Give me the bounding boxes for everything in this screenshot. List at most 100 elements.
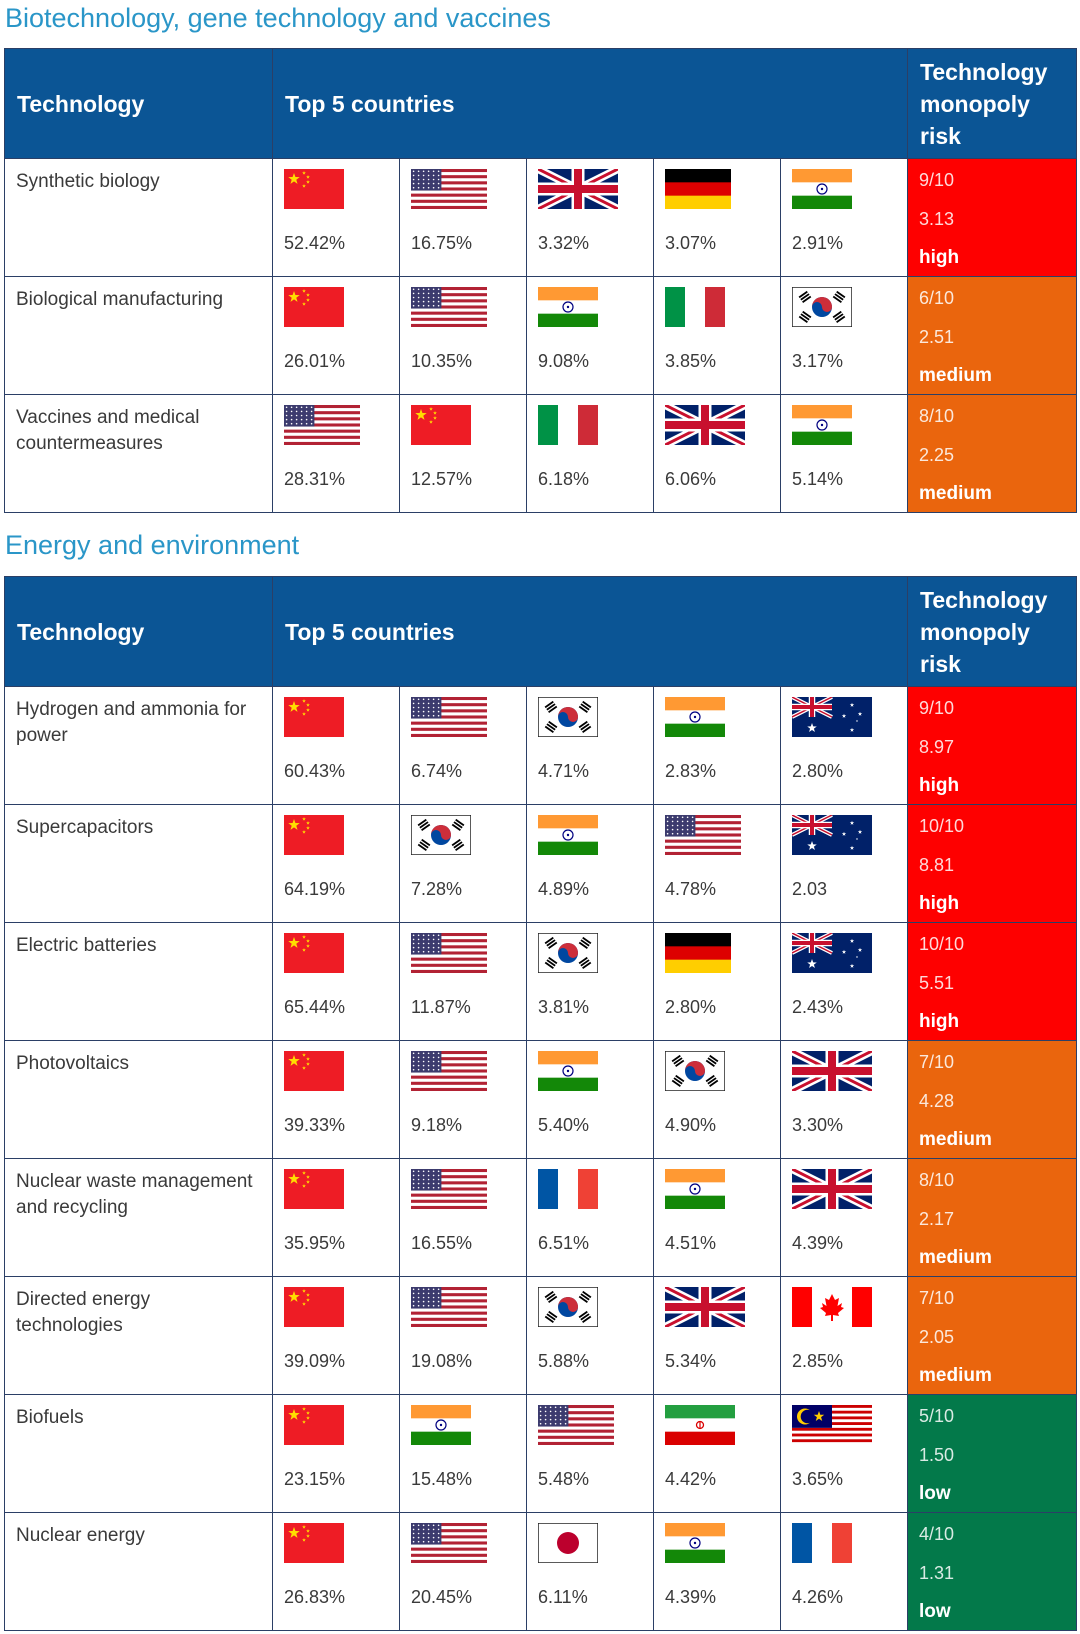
country-share: 9.08% bbox=[538, 351, 590, 371]
country-share: 16.55% bbox=[411, 1233, 473, 1253]
france-flag bbox=[792, 1523, 852, 1563]
country-cell: 3.32% bbox=[526, 158, 654, 277]
usa-flag bbox=[411, 287, 487, 327]
technology-name: Vaccines and medical countermeasures bbox=[4, 394, 273, 513]
section-title: Biotechnology, gene technology and vacci… bbox=[5, 3, 551, 33]
risk-cell: 7/10 2.05 medium bbox=[907, 1276, 1078, 1395]
risk-level: high bbox=[919, 1011, 960, 1032]
country-share: 4.90% bbox=[665, 1115, 717, 1135]
country-cell: 4.39% bbox=[779, 1158, 909, 1277]
header-technology: Technology bbox=[4, 48, 273, 159]
country-share: 3.07% bbox=[665, 233, 717, 253]
country-share: 2.85% bbox=[792, 1351, 844, 1371]
technology-name: Nuclear waste management and recycling bbox=[4, 1158, 273, 1277]
country-cell: 19.08% bbox=[399, 1276, 527, 1395]
country-cell: 5.14% bbox=[779, 394, 909, 513]
country-cell: 35.95% bbox=[272, 1158, 400, 1277]
country-share: 26.01% bbox=[284, 351, 346, 371]
india-flag bbox=[665, 697, 725, 737]
germany-flag bbox=[665, 933, 731, 973]
risk-ratio: 2.05 bbox=[919, 1327, 955, 1347]
country-cell: 3.81% bbox=[526, 922, 654, 1041]
country-cell: 15.48% bbox=[399, 1394, 527, 1513]
canada-flag bbox=[792, 1287, 872, 1327]
country-share: 4.51% bbox=[665, 1233, 717, 1253]
risk-ratio: 1.50 bbox=[919, 1445, 955, 1465]
country-cell: 2.83% bbox=[653, 686, 781, 805]
country-cell: 2.80% bbox=[779, 686, 909, 805]
country-share: 3.30% bbox=[792, 1115, 844, 1135]
country-cell: 5.48% bbox=[526, 1394, 654, 1513]
country-share: 6.06% bbox=[665, 469, 717, 489]
south-korea-flag bbox=[411, 815, 471, 855]
risk-level: medium bbox=[919, 483, 992, 504]
country-cell: 3.65% bbox=[779, 1394, 909, 1513]
country-share: 4.26% bbox=[792, 1587, 844, 1607]
risk-level: medium bbox=[919, 1247, 992, 1268]
country-cell: 11.87% bbox=[399, 922, 527, 1041]
uk-flag bbox=[538, 169, 618, 209]
country-cell: 60.43% bbox=[272, 686, 400, 805]
technology-table: Technology Top 5 countries Technology mo… bbox=[4, 48, 1078, 513]
country-cell: 3.85% bbox=[653, 276, 781, 395]
risk-score: 4/10 bbox=[919, 1524, 955, 1544]
country-share: 10.35% bbox=[411, 351, 473, 371]
country-cell: 5.40% bbox=[526, 1040, 654, 1159]
country-cell: 5.34% bbox=[653, 1276, 781, 1395]
risk-score: 6/10 bbox=[919, 288, 955, 308]
usa-flag bbox=[411, 1523, 487, 1563]
country-share: 39.09% bbox=[284, 1351, 346, 1371]
risk-cell: 10/10 5.51 high bbox=[907, 922, 1078, 1041]
technology-table: Technology Top 5 countries Technology mo… bbox=[4, 576, 1078, 1631]
risk-level: high bbox=[919, 247, 960, 268]
uk-flag bbox=[665, 405, 745, 445]
country-cell: 4.89% bbox=[526, 804, 654, 923]
country-share: 39.33% bbox=[284, 1115, 346, 1135]
country-share: 60.43% bbox=[284, 761, 346, 781]
country-cell: 26.01% bbox=[272, 276, 400, 395]
country-cell: 6.18% bbox=[526, 394, 654, 513]
header-top-countries: Top 5 countries bbox=[271, 48, 909, 159]
country-cell: 16.75% bbox=[399, 158, 527, 277]
country-share: 6.18% bbox=[538, 469, 590, 489]
country-cell: 4.39% bbox=[653, 1512, 781, 1631]
risk-ratio: 8.81 bbox=[919, 855, 955, 875]
table-row: Supercapacitors 64.19% bbox=[4, 804, 1078, 923]
china-flag bbox=[284, 169, 344, 209]
china-flag bbox=[284, 697, 344, 737]
country-share: 3.17% bbox=[792, 351, 844, 371]
country-cell: 52.42% bbox=[272, 158, 400, 277]
country-cell: 6.11% bbox=[526, 1512, 654, 1631]
india-flag bbox=[538, 1051, 598, 1091]
table-row: Synthetic biology 52.42% 16.75% 3.32% bbox=[4, 158, 1078, 277]
china-flag bbox=[411, 405, 471, 445]
risk-cell: 6/10 2.51 medium bbox=[907, 276, 1078, 395]
risk-score: 7/10 bbox=[919, 1288, 955, 1308]
south-korea-flag bbox=[665, 1051, 725, 1091]
country-share: 5.48% bbox=[538, 1469, 590, 1489]
country-share: 2.83% bbox=[665, 761, 717, 781]
india-flag bbox=[411, 1405, 471, 1445]
south-korea-flag bbox=[792, 287, 852, 327]
country-cell: 39.33% bbox=[272, 1040, 400, 1159]
country-share: 65.44% bbox=[284, 997, 346, 1017]
country-share: 4.78% bbox=[665, 879, 717, 899]
risk-ratio: 1.31 bbox=[919, 1563, 955, 1583]
country-cell: 6.51% bbox=[526, 1158, 654, 1277]
germany-flag bbox=[665, 169, 731, 209]
china-flag bbox=[284, 1287, 344, 1327]
country-cell: 9.18% bbox=[399, 1040, 527, 1159]
country-cell: 5.88% bbox=[526, 1276, 654, 1395]
country-cell: 6.06% bbox=[653, 394, 781, 513]
india-flag bbox=[792, 405, 852, 445]
risk-ratio: 2.17 bbox=[919, 1209, 955, 1229]
country-share: 4.89% bbox=[538, 879, 590, 899]
country-share: 3.65% bbox=[792, 1469, 844, 1489]
table-row: Nuclear energy 26.83% 20.45% 6.11% 4.39% bbox=[4, 1512, 1078, 1631]
usa-flag bbox=[665, 815, 741, 855]
country-share: 5.34% bbox=[665, 1351, 717, 1371]
table-row: Hydrogen and ammonia for power 60.43% 6.… bbox=[4, 686, 1078, 805]
table-row: Photovoltaics 39.33% 9.18% 5.40% bbox=[4, 1040, 1078, 1159]
uk-flag bbox=[665, 1287, 745, 1327]
country-cell: 2.03 bbox=[779, 804, 909, 923]
